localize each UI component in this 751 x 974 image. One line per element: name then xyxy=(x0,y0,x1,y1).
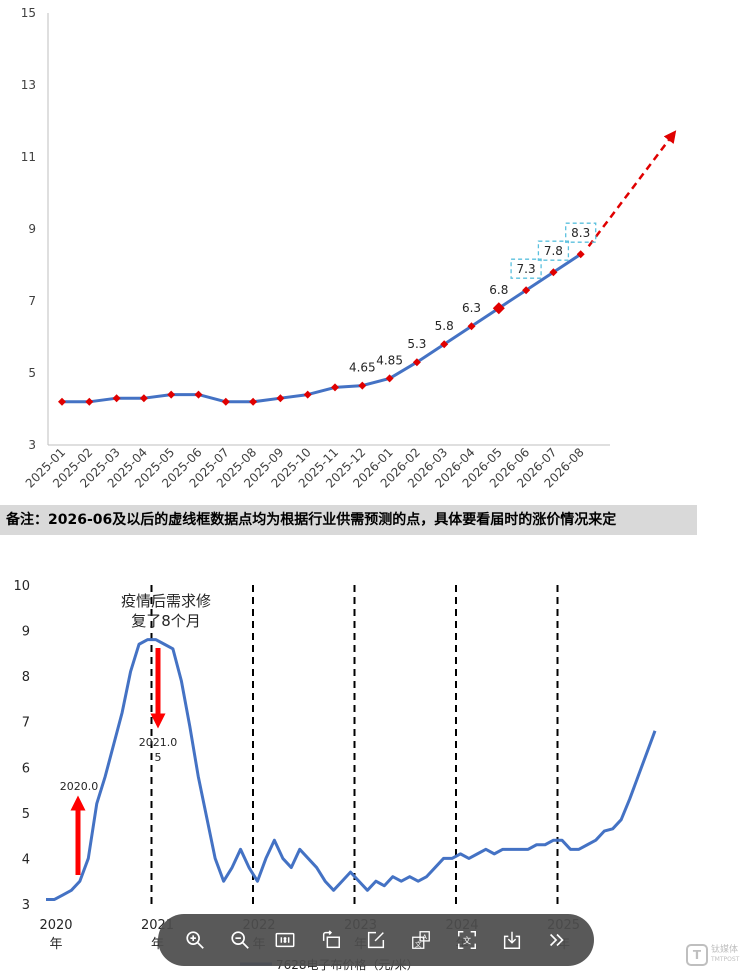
data-point xyxy=(385,374,394,383)
svg-text:A: A xyxy=(423,933,428,941)
y-tick-label: 4 xyxy=(22,852,30,867)
data-point xyxy=(85,397,94,406)
more-button[interactable] xyxy=(543,926,571,954)
download-icon xyxy=(503,931,521,949)
actual-size-icon xyxy=(275,932,295,948)
data-point xyxy=(221,397,230,406)
data-label: 8.3 xyxy=(571,226,590,240)
zoom-out-button[interactable] xyxy=(226,926,254,954)
forecast-note: 备注：2026-06及以后的虚线框数据点均为根据行业供需预测的点，具体要看届时的… xyxy=(0,505,697,535)
y-tick-label: 15 xyxy=(21,6,36,20)
forecast-price-chart: 35791113152025-012025-022025-032025-0420… xyxy=(21,6,677,491)
historical-price-chart: 3456789102020年2021年2022年2023年2024年2025年2… xyxy=(13,579,657,972)
data-label: 4.85 xyxy=(376,353,403,367)
zoom-out-icon xyxy=(231,931,249,949)
data-label: 6.3 xyxy=(462,301,481,315)
y-tick-label: 6 xyxy=(22,761,30,776)
y-tick-label: 5 xyxy=(28,366,36,380)
down-arrow-label: 5 xyxy=(155,751,162,764)
series-line xyxy=(46,638,657,901)
y-tick-label: 5 xyxy=(22,807,30,822)
watermark-logo-icon: T xyxy=(686,944,708,966)
more-icon xyxy=(550,933,564,947)
zoom-in-button[interactable] xyxy=(181,926,209,954)
data-point xyxy=(139,394,148,403)
extract-text-button[interactable]: 文 xyxy=(453,926,481,954)
data-point xyxy=(58,397,66,406)
data-point xyxy=(112,394,121,403)
y-tick-label: 3 xyxy=(28,438,36,452)
data-point xyxy=(276,394,285,403)
edit-button[interactable] xyxy=(362,926,390,954)
site-watermark: T 钛媒体 TMTPOST xyxy=(686,942,746,968)
data-point xyxy=(249,397,258,406)
data-point xyxy=(167,390,176,399)
svg-text:文: 文 xyxy=(463,936,471,946)
y-tick-label: 8 xyxy=(22,670,30,685)
forecast-box xyxy=(510,258,542,279)
y-tick-label: 13 xyxy=(21,78,36,92)
data-point xyxy=(492,302,505,315)
data-label: 7.8 xyxy=(544,244,563,258)
forecast-box xyxy=(565,222,597,243)
extract-text-icon: 文 xyxy=(457,931,476,949)
svg-text:文: 文 xyxy=(415,939,422,948)
data-label: 6.8 xyxy=(489,283,508,297)
data-label: 4.65 xyxy=(349,361,376,375)
data-point xyxy=(549,268,558,277)
data-point xyxy=(331,383,339,392)
translate-image-icon: A文 xyxy=(412,931,431,949)
y-tick-label: 11 xyxy=(21,150,36,164)
download-button[interactable] xyxy=(498,926,526,954)
forecast-box xyxy=(537,240,570,261)
data-point xyxy=(576,250,585,259)
watermark-line2: TMTPOST xyxy=(711,956,740,963)
data-point xyxy=(303,390,312,399)
y-tick-label: 7 xyxy=(22,716,30,731)
y-tick-label: 7 xyxy=(28,294,36,308)
recovery-annotation: 复了8个月 xyxy=(131,612,201,630)
x-tick-year: 2020 xyxy=(39,918,72,933)
data-label: 5.8 xyxy=(435,319,454,333)
y-tick-label: 9 xyxy=(22,625,30,640)
recovery-annotation: 疫情后需求修 xyxy=(121,592,211,610)
data-point xyxy=(522,286,531,295)
data-label: 7.3 xyxy=(517,262,536,276)
x-tick-unit: 年 xyxy=(49,937,62,952)
edit-icon xyxy=(367,931,385,949)
series-line xyxy=(62,252,582,404)
actual-size-button[interactable] xyxy=(271,926,299,954)
data-point xyxy=(412,358,421,367)
data-label: 5.3 xyxy=(407,337,426,351)
zoom-in-icon xyxy=(186,931,204,949)
data-point xyxy=(467,322,476,331)
data-point xyxy=(194,390,203,399)
rotate-button[interactable] xyxy=(317,926,345,954)
watermark-line1: 钛媒体 xyxy=(711,945,739,955)
forecast-trend-arrow xyxy=(587,130,677,247)
rotate-icon xyxy=(322,930,340,949)
y-tick-label: 10 xyxy=(13,579,30,594)
y-tick-label: 9 xyxy=(28,222,36,236)
down-arrow-label: 2021.0 xyxy=(139,736,178,749)
data-point xyxy=(440,340,449,349)
up-arrow-label: 2020.0 xyxy=(60,780,99,793)
y-tick-label: 3 xyxy=(22,898,30,913)
data-point xyxy=(358,381,367,390)
